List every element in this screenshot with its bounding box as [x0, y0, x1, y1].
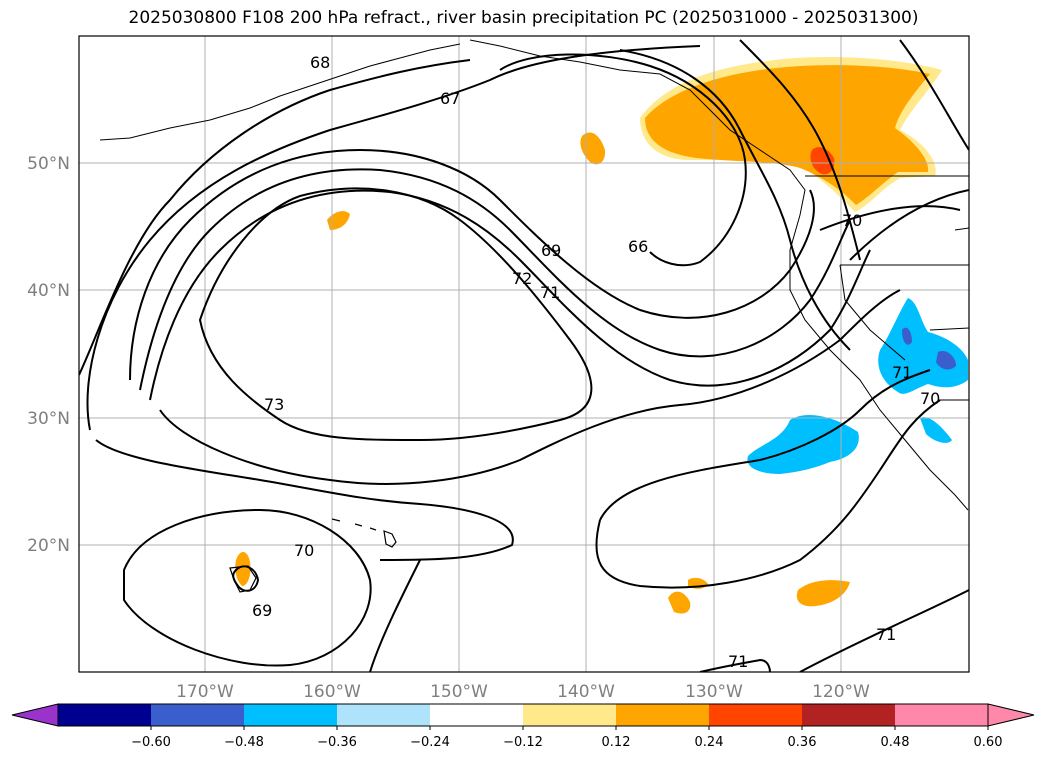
colorbar-extend-max	[987, 703, 1035, 727]
latitude-labels: 50°N 40°N 30°N 20°N	[27, 154, 70, 556]
colorbar-segment	[151, 704, 245, 726]
colorbar-tick-label: 0.48	[881, 735, 910, 750]
colorbar-tick-label: 0.36	[788, 735, 817, 750]
lat-label: 20°N	[27, 536, 70, 556]
contour-label: 70	[920, 389, 940, 408]
strong-negative-spot	[936, 350, 956, 370]
contour-label: 71	[892, 363, 912, 382]
positive-anomaly-core	[645, 65, 930, 205]
colorbar-segment	[430, 704, 524, 726]
lat-label: 50°N	[27, 154, 70, 174]
negative-anomaly-region	[920, 417, 952, 443]
lon-label: 130°W	[685, 682, 743, 702]
colorbar-extend-min	[11, 703, 59, 727]
graticule	[79, 36, 969, 672]
colorbar-segment	[895, 704, 989, 726]
contour-label: 66	[628, 237, 648, 256]
contour-label: 71	[876, 625, 896, 644]
positive-anomaly-small	[235, 551, 251, 586]
lon-label: 150°W	[430, 682, 488, 702]
colorbar-segment	[523, 704, 617, 726]
map-title: 2025030800 F108 200 hPa refract., river …	[128, 8, 919, 28]
positive-anomaly-small	[580, 132, 606, 165]
precip-shading	[235, 56, 968, 614]
coastlines	[99, 39, 969, 511]
colorbar-tick-label: 0.60	[974, 735, 1003, 750]
longitude-labels: 170°W 160°W 150°W 140°W 130°W 120°W	[176, 682, 870, 702]
lon-label: 140°W	[557, 682, 615, 702]
colorbar-segment	[244, 704, 338, 726]
contour-label: 72	[512, 269, 532, 288]
colorbar-tick-label: 0.24	[695, 735, 724, 750]
colorbar-segment	[337, 704, 431, 726]
map-frame	[78, 35, 970, 673]
colorbar-segment	[802, 704, 896, 726]
positive-anomaly-small	[327, 211, 350, 230]
colorbar-tick-label: −0.24	[410, 735, 450, 750]
lon-label: 160°W	[303, 682, 361, 702]
contour-label: 71	[728, 652, 748, 671]
colorbar-tick-label: 0.12	[602, 735, 631, 750]
refractivity-contours	[79, 39, 969, 672]
contour-label: 71	[540, 283, 560, 302]
colorbar-tick-label: −0.12	[503, 735, 543, 750]
colorbar-tick-label: −0.36	[317, 735, 357, 750]
contour-label: 73	[264, 395, 284, 414]
strong-positive-spot	[810, 147, 835, 175]
contour-label: 68	[310, 53, 330, 72]
negative-anomaly-region	[878, 298, 968, 394]
colorbar-segment	[58, 704, 152, 726]
colorbar: −0.60 −0.48 −0.36 −0.24 −0.12 0.12 0.24 0.36 0.4…	[11, 703, 1035, 750]
positive-anomaly-small	[668, 591, 691, 614]
positive-anomaly-small	[796, 580, 850, 607]
lon-label: 120°W	[812, 682, 870, 702]
contour-label: 70	[842, 211, 862, 230]
contour-label: 69	[541, 241, 561, 260]
strong-negative-spot	[902, 327, 912, 345]
contour-label: 69	[252, 601, 272, 620]
lat-label: 30°N	[27, 409, 70, 429]
lon-label: 170°W	[176, 682, 234, 702]
colorbar-tick-label: −0.48	[224, 735, 264, 750]
colorbar-segment	[709, 704, 803, 726]
colorbar-tick-label: −0.60	[131, 735, 171, 750]
contour-label: 70	[294, 541, 314, 560]
contour-label: 67	[440, 89, 460, 108]
lat-label: 40°N	[27, 281, 70, 301]
contour-labels: 68 67 69 66 72 71 70 73 70 69 71 71 71 7…	[252, 53, 940, 671]
colorbar-segment	[616, 704, 710, 726]
